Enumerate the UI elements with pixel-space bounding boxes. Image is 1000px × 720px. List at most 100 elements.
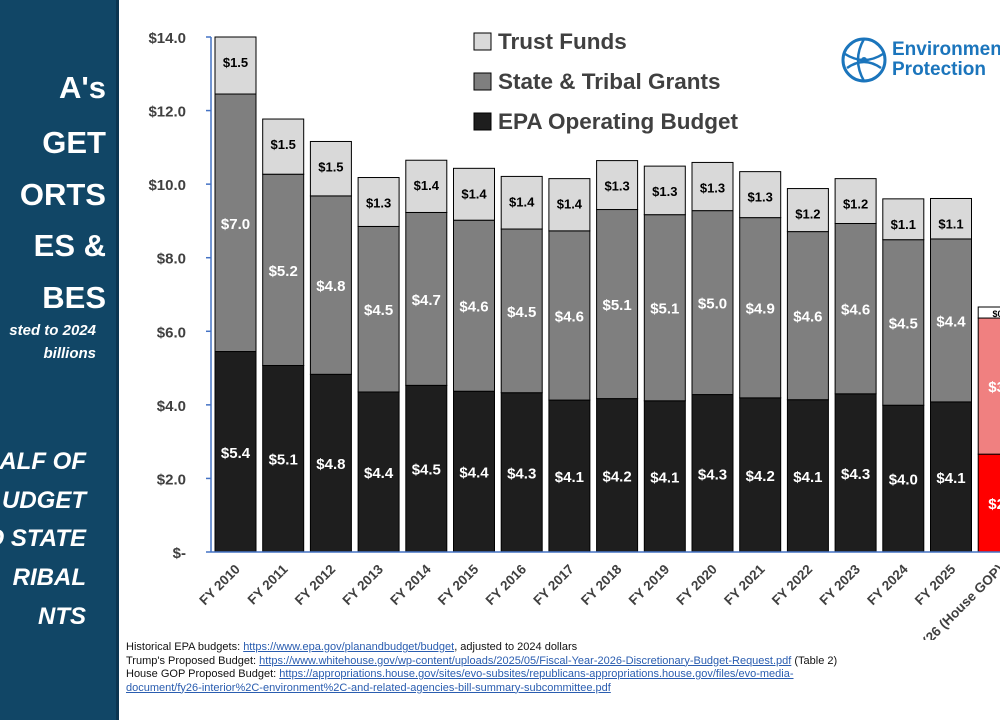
bar-grants-segment bbox=[882, 239, 925, 406]
epa-logo-text: Environment Protection bbox=[892, 40, 1000, 80]
x-category-label: FY 2013 bbox=[340, 561, 387, 608]
sidebar-callout-line: O STATE bbox=[0, 525, 86, 552]
data-label-operating: $4.3 bbox=[698, 466, 727, 483]
x-category-label: FY 2016 bbox=[483, 561, 530, 608]
bar-grants-segment bbox=[596, 209, 639, 400]
data-label-grants: $3. bbox=[988, 379, 1000, 396]
x-category-label: FY 2012 bbox=[292, 562, 339, 609]
data-label-grants: $4.7 bbox=[412, 292, 441, 309]
x-category-label: FY 2025 bbox=[912, 561, 959, 608]
bar-grants-segment bbox=[262, 173, 305, 366]
bar-grants-segment bbox=[309, 195, 352, 375]
data-label-operating: $4.3 bbox=[841, 466, 870, 483]
bar-grants-segment bbox=[834, 223, 877, 395]
data-label-operating: $4.0 bbox=[889, 472, 918, 489]
data-label-trust: $1.4 bbox=[461, 186, 487, 201]
data-label-operating: $4.2 bbox=[602, 468, 631, 485]
x-category-label: FY 2023 bbox=[817, 561, 864, 608]
footnote-text: Trump's Proposed Budget: bbox=[126, 654, 260, 667]
data-label-operating: $2. bbox=[988, 496, 1000, 513]
x-category-label: FY 2018 bbox=[578, 561, 625, 608]
legend-swatch bbox=[473, 112, 492, 131]
data-label-trust: $1.2 bbox=[795, 207, 820, 222]
data-label-grants: $5.0 bbox=[698, 296, 727, 313]
bar-trust-segment bbox=[930, 197, 972, 240]
epa-budget-link[interactable]: https://www.epa.gov/planandbudget/budget bbox=[243, 641, 455, 653]
data-label-grants: $4.6 bbox=[841, 302, 870, 319]
legend-label: Trust Funds bbox=[498, 29, 627, 54]
sidebar-callout-line: UDGET bbox=[2, 487, 86, 514]
data-label-operating: $4.4 bbox=[459, 465, 489, 482]
house-gop-budget-link[interactable]: https://appropriations.house.gov/sites/e… bbox=[279, 668, 794, 680]
sidebar-subtitle-line: billions bbox=[43, 345, 97, 362]
bar-grants-segment bbox=[500, 228, 543, 394]
sidebar-headline-line: ES & bbox=[33, 228, 106, 263]
data-label-grants: $5.1 bbox=[650, 301, 679, 318]
data-label-trust: $1.4 bbox=[509, 194, 535, 209]
data-label-trust: $1.3 bbox=[700, 180, 725, 195]
source-footnotes: Historical EPA budgets: https://www.epa.… bbox=[126, 641, 837, 695]
bar-trust-segment bbox=[882, 198, 925, 241]
data-label-grants: $7.0 bbox=[221, 216, 250, 233]
sidebar-subtitle-line: sted to 2024 bbox=[9, 322, 96, 339]
y-tick-label: $8.0 bbox=[157, 251, 186, 268]
data-label-operating: $4.8 bbox=[316, 456, 345, 473]
data-label-trust: $1.5 bbox=[318, 159, 343, 174]
globe-icon bbox=[841, 37, 887, 83]
bar-operating-segment bbox=[309, 373, 352, 553]
x-category-label: FY 2019 bbox=[626, 562, 673, 609]
footnote-line: Trump's Proposed Budget: https://www.whi… bbox=[126, 655, 837, 669]
data-label-grants: $4.9 bbox=[746, 301, 775, 318]
bar-grants-segment bbox=[453, 219, 495, 392]
data-label-trust: $1.3 bbox=[652, 184, 677, 199]
x-category-label: FY 2024 bbox=[864, 561, 911, 608]
footnote-text: Historical EPA budgets: bbox=[126, 641, 244, 653]
bar-operating-segment bbox=[930, 401, 972, 553]
data-label-trust: $1.3 bbox=[604, 179, 629, 194]
bar-operating-segment bbox=[882, 404, 925, 553]
data-label-operating: $4.1 bbox=[650, 469, 679, 486]
data-label-grants: $4.6 bbox=[793, 309, 822, 326]
x-category-label: FY 2021 bbox=[721, 561, 768, 608]
data-label-operating: $4.2 bbox=[746, 468, 775, 485]
bar-operating-segment bbox=[262, 364, 305, 553]
legend-label: State & Tribal Grants bbox=[498, 69, 721, 94]
y-tick-label: $6.0 bbox=[157, 324, 186, 341]
footnote-line: House GOP Proposed Budget: https://appro… bbox=[126, 668, 837, 682]
data-label-trust: $1.1 bbox=[891, 217, 916, 232]
house-gop-budget-link-continued[interactable]: document/fy26-interior%2C-environment%2C… bbox=[126, 681, 611, 694]
footnote-text: House GOP Proposed Budget: bbox=[126, 668, 280, 680]
bar-trust-segment bbox=[309, 140, 352, 197]
sidebar-headline-line: A's bbox=[59, 70, 106, 105]
bar-trust-segment bbox=[834, 178, 877, 225]
bar-operating-segment bbox=[500, 392, 543, 553]
data-label-operating: $5.4 bbox=[221, 445, 251, 462]
logo-line: Environment bbox=[892, 39, 1000, 60]
footnote-text: , adjusted to 2024 dollars bbox=[454, 641, 578, 653]
bar-operating-segment bbox=[596, 398, 639, 553]
bar-grants-segment bbox=[930, 238, 972, 403]
footnote-line: document/fy26-interior%2C-environment%2C… bbox=[126, 682, 837, 696]
bar-grants-segment bbox=[548, 230, 591, 401]
bar-grants-segment bbox=[357, 225, 400, 393]
y-tick-label: $14.0 bbox=[148, 30, 186, 47]
footnote-line: Historical EPA budgets: https://www.epa.… bbox=[126, 641, 837, 655]
data-label-grants: $5.1 bbox=[602, 297, 631, 314]
bar-grants-segment bbox=[691, 210, 734, 396]
data-label-grants: $4.5 bbox=[507, 304, 536, 321]
sidebar-callout-line: ALF OF bbox=[0, 448, 86, 475]
sidebar-divider bbox=[116, 0, 119, 720]
data-label-operating: $4.5 bbox=[412, 462, 441, 479]
data-label-grants: $4.5 bbox=[889, 315, 918, 332]
sidebar-callout-line: RIBAL bbox=[12, 564, 86, 591]
bar-grants-segment bbox=[786, 231, 829, 401]
bar-trust-segment bbox=[453, 167, 495, 221]
trump-budget-link[interactable]: https://www.whitehouse.gov/wp-content/up… bbox=[259, 654, 792, 667]
data-label-operating: $4.1 bbox=[793, 469, 822, 486]
bar-trust-segment bbox=[214, 36, 257, 95]
data-label-grants: $5.2 bbox=[269, 263, 298, 280]
data-label-grants: $4.6 bbox=[459, 299, 488, 316]
bar-trust-segment bbox=[500, 175, 543, 230]
footnote-text: (Table 2) bbox=[791, 654, 838, 667]
bar-trust-segment bbox=[405, 159, 448, 213]
